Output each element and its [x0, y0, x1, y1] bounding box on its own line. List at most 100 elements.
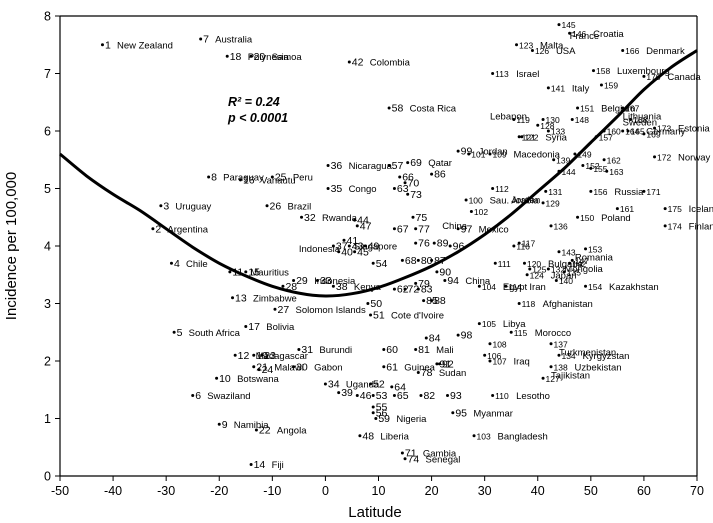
point-marker	[594, 135, 598, 139]
data-point: 65	[392, 390, 409, 402]
data-point: 49	[363, 241, 380, 253]
annotation-label: Mongolia	[564, 264, 603, 275]
data-point: 157	[594, 132, 613, 142]
point-country-label: Bolivia	[266, 322, 295, 333]
point-marker	[568, 31, 572, 35]
point-marker	[414, 241, 418, 245]
data-point: 87	[430, 255, 446, 267]
point-number-label: 102	[474, 207, 488, 217]
y-tick-label: 7	[44, 67, 51, 81]
data-point: 40	[337, 246, 353, 258]
point-marker	[403, 287, 407, 291]
point-number-label: 126	[535, 46, 549, 56]
data-point: 173 Estonia	[653, 124, 710, 135]
data-point: 79	[414, 278, 430, 290]
data-point: 144	[557, 167, 576, 177]
data-point: 32 Rwanda	[300, 212, 358, 224]
point-number-label: 90	[439, 266, 451, 278]
point-marker	[292, 279, 296, 282]
point-number-label: 83	[421, 284, 433, 296]
data-point: 55	[371, 402, 388, 414]
data-point: 29 Indonesia	[292, 275, 356, 287]
data-point: 94 China	[443, 275, 491, 287]
data-point: 109 Macedonia	[488, 150, 561, 161]
point-marker	[546, 267, 550, 271]
point-number-label: 49	[368, 241, 380, 253]
y-tick-label: 3	[44, 297, 51, 311]
point-marker	[520, 135, 524, 139]
point-number-label: 143	[561, 247, 575, 257]
data-point: 42 Colombia	[347, 57, 411, 69]
point-number-label: 2	[155, 223, 161, 235]
point-number-label: 135	[567, 267, 581, 277]
point-number-label: 53	[376, 390, 388, 402]
data-point: 95 Myanmar	[451, 407, 513, 419]
data-point: 7 Australia	[199, 34, 253, 46]
point-marker	[353, 250, 357, 254]
point-number-label: 99	[461, 146, 473, 158]
data-point: 10 Botswana	[215, 373, 280, 385]
point-marker	[570, 258, 574, 262]
point-number-label: 146	[572, 29, 586, 39]
point-number-label: 1	[105, 39, 111, 51]
data-point: 143	[557, 247, 576, 257]
data-point: 78 Sudan	[416, 367, 466, 379]
point-marker	[469, 210, 473, 213]
point-marker	[342, 238, 346, 242]
point-marker	[315, 279, 319, 282]
point-number-label: 120	[527, 259, 541, 269]
point-country-label: Malawi	[274, 362, 304, 373]
point-marker	[331, 244, 335, 248]
point-number-label: 44	[357, 215, 369, 227]
data-point: 70	[403, 177, 419, 189]
point-marker	[374, 417, 378, 420]
point-number-label: 50	[370, 298, 382, 310]
point-number-label: 25	[275, 172, 287, 184]
point-number-label: 55	[376, 402, 388, 414]
point-number-label: 139	[556, 155, 570, 165]
point-number-label: 151	[580, 104, 594, 114]
point-marker	[403, 181, 407, 185]
point-marker	[347, 60, 351, 64]
data-point: 60	[382, 344, 398, 356]
point-marker	[488, 359, 492, 363]
point-marker	[414, 348, 418, 351]
point-marker	[557, 250, 561, 254]
point-marker	[430, 258, 434, 262]
data-point: 92	[438, 358, 454, 370]
point-marker	[488, 152, 492, 156]
point-number-label: 24	[262, 364, 274, 376]
point-number-label: 117	[522, 239, 536, 249]
point-country-label: Norway	[678, 152, 710, 163]
point-marker	[326, 187, 330, 190]
data-point: 4 Chile	[169, 258, 208, 270]
point-country-label: Senegal	[426, 454, 461, 465]
point-marker	[411, 215, 415, 219]
x-tick-label: -40	[104, 484, 122, 498]
point-number-label: 112	[495, 184, 509, 194]
point-country-label: Jordan	[479, 147, 508, 158]
point-marker	[512, 118, 516, 121]
point-number-label: 10	[219, 373, 231, 385]
point-number-label: 29	[296, 275, 308, 287]
point-country-label: Botswana	[237, 374, 279, 385]
point-marker	[456, 333, 460, 337]
point-country-label: Macedonia	[513, 150, 560, 161]
point-number-label: 107	[492, 357, 506, 367]
data-point: 57	[387, 160, 403, 172]
point-country-label: Russia	[614, 187, 644, 198]
point-number-label: 172	[657, 152, 671, 162]
point-country-label: Japan	[551, 270, 577, 281]
point-country-label: Australia	[215, 35, 253, 46]
point-marker	[605, 169, 609, 173]
point-country-label: Malta	[540, 40, 564, 51]
data-point: 101	[467, 150, 486, 160]
point-number-label: 161	[620, 204, 634, 214]
data-point: 51 Cote d'Ivoire	[369, 310, 444, 322]
point-number-label: 111	[498, 259, 511, 269]
data-point: 130	[541, 115, 560, 125]
data-point: 168	[629, 115, 648, 125]
data-point: 76	[414, 238, 430, 250]
point-country-label: Angola	[277, 426, 307, 437]
y-tick-label: 0	[44, 470, 51, 484]
